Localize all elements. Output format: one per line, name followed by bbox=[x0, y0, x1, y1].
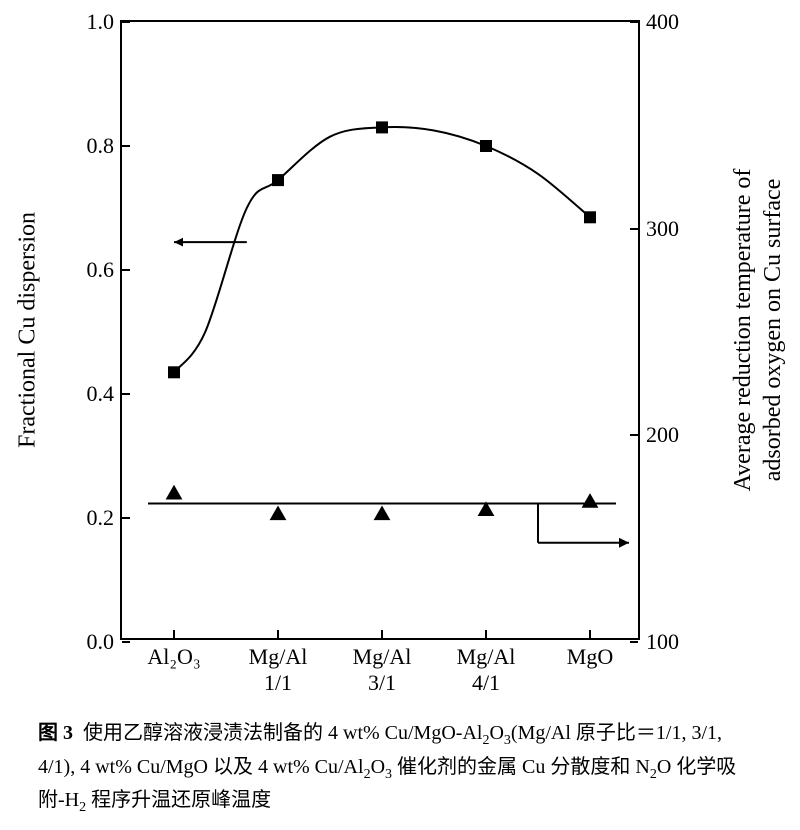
x-tick-label: Mg/Al 3/1 bbox=[353, 638, 412, 696]
y-left-tick-label: 0.6 bbox=[87, 257, 123, 283]
y-right-tick-label: 400 bbox=[638, 9, 679, 35]
temperature-marker bbox=[374, 505, 391, 520]
y-left-tick-label: 1.0 bbox=[87, 9, 123, 35]
y-right-tick-label: 200 bbox=[638, 422, 679, 448]
x-tick-label: Mg/Al 4/1 bbox=[457, 638, 516, 696]
caption-text: 使用乙醇溶液浸渍法制备的 4 wt% Cu/MgO-Al2O3(Mg/Al 原子… bbox=[38, 722, 736, 811]
dispersion-marker bbox=[480, 140, 492, 152]
dispersion-curve bbox=[174, 127, 590, 372]
plot-svg-layer bbox=[122, 22, 642, 642]
temperature-marker bbox=[166, 485, 183, 500]
dispersion-marker bbox=[168, 366, 180, 378]
x-tick-label: Mg/Al 1/1 bbox=[249, 638, 308, 696]
y-left-tick-label: 0.2 bbox=[87, 505, 123, 531]
dispersion-marker bbox=[584, 211, 596, 223]
y-right-tick-label: 100 bbox=[638, 629, 679, 655]
figure-caption: 图 3 使用乙醇溶液浸渍法制备的 4 wt% Cu/MgO-Al2O3(Mg/A… bbox=[38, 718, 762, 819]
dispersion-marker bbox=[376, 121, 388, 133]
y-left-tick-label: 0.8 bbox=[87, 133, 123, 159]
temperature-marker bbox=[582, 493, 599, 508]
y-right-tick-label: 300 bbox=[638, 216, 679, 242]
y-right-axis-title: Average reduction temperature of adsorbe… bbox=[728, 169, 788, 492]
caption-label: 图 3 bbox=[38, 722, 73, 744]
x-tick-label: Al₂O₃ bbox=[147, 638, 200, 670]
y-left-axis-title: Fractional Cu dispersion bbox=[15, 212, 42, 448]
right-axis-indicator-arrow bbox=[538, 504, 629, 548]
dispersion-marker bbox=[272, 174, 284, 186]
temperature-marker bbox=[270, 505, 287, 520]
y-left-tick-label: 0.4 bbox=[87, 381, 123, 407]
plot-area: 0.00.20.40.60.81.0100200300400Al₂O₃Mg/Al… bbox=[120, 20, 640, 640]
figure-container: { "canvas": { "width": 800, "height": 83… bbox=[0, 0, 800, 830]
y-left-tick-label: 0.0 bbox=[87, 629, 123, 655]
x-tick-label: MgO bbox=[567, 638, 613, 670]
